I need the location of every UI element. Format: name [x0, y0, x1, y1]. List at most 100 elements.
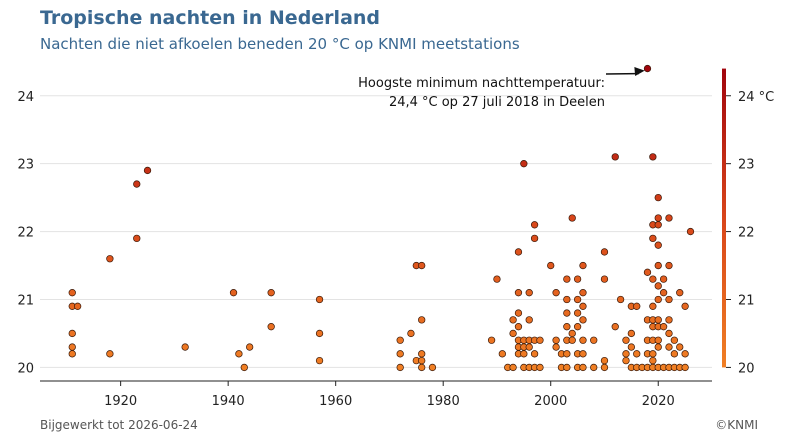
data-point: [654, 193, 662, 202]
data-point: [520, 350, 528, 358]
data-point: [552, 336, 560, 344]
data-point: [509, 363, 517, 372]
data-point: [579, 336, 587, 344]
data-point: [665, 316, 673, 324]
data-point: [622, 350, 630, 358]
colorbar-gradient: [722, 68, 726, 368]
data-point: [235, 350, 243, 358]
data-point: [530, 234, 539, 243]
data-point: [654, 336, 662, 344]
data-point: [229, 289, 238, 297]
data-point: [665, 214, 673, 222]
data-point: [396, 336, 404, 344]
data-point: [552, 289, 560, 297]
data-point: [633, 350, 641, 358]
data-point: [514, 248, 523, 256]
x-tick-label: 1940: [212, 394, 245, 409]
data-point: [106, 350, 114, 358]
data-point: [563, 309, 571, 317]
chart-subtitle: Nachten die niet afkoelen beneden 20 °C …: [40, 35, 520, 53]
data-point: [487, 336, 496, 344]
data-point: [143, 166, 152, 175]
x-tick-label: 1920: [104, 394, 137, 409]
data-point: [493, 275, 501, 283]
data-point: [525, 289, 533, 297]
data-point: [611, 153, 619, 161]
data-point: [68, 329, 76, 338]
data-point: [665, 343, 673, 351]
data-point: [579, 350, 587, 358]
data-point: [181, 343, 189, 351]
data-point: [659, 323, 668, 331]
data-point: [563, 363, 571, 372]
data-point: [573, 275, 582, 283]
y-tick-label: 20: [17, 361, 34, 376]
colorbar-tick-label: 22: [738, 226, 755, 241]
data-point: [670, 336, 679, 344]
data-point: [563, 350, 571, 358]
data-point: [418, 350, 426, 358]
data-point: [622, 336, 630, 344]
data-point: [681, 363, 689, 372]
copyright: ©KNMI: [715, 418, 758, 432]
data-point: [573, 323, 582, 331]
data-point: [622, 356, 630, 365]
data-point: [509, 329, 517, 338]
annotation-line-2: 24,4 °C op 27 juli 2018 in Deelen: [389, 95, 605, 110]
x-tick-label: 2000: [534, 394, 567, 409]
data-point: [133, 234, 141, 243]
annotation-line-1: Hoogste minimum nachttemperatuur:: [358, 76, 605, 91]
data-point: [665, 295, 673, 304]
data-point: [590, 336, 598, 344]
x-axis: 1920 1940 1960 1980 2000 2020: [40, 380, 712, 409]
data-point: [240, 363, 248, 372]
y-tick-label: 22: [17, 226, 34, 241]
data-point: [579, 363, 587, 372]
data-point: [579, 316, 587, 324]
data-point: [600, 363, 609, 372]
data-point: [600, 275, 609, 283]
data-point: [600, 356, 609, 365]
data-point: [418, 261, 426, 270]
data-point: [633, 302, 641, 310]
data-point: [315, 356, 324, 365]
data-point: [246, 343, 254, 351]
data-point: [530, 221, 539, 229]
x-tick-label: 1960: [319, 394, 352, 409]
data-point: [681, 350, 689, 358]
data-point: [552, 343, 560, 351]
data-point: [670, 350, 679, 358]
data-point: [525, 343, 533, 351]
data-point: [649, 350, 657, 358]
data-point: [654, 221, 662, 229]
data-point: [547, 261, 555, 270]
colorbar-tick-label: 24 °C: [738, 90, 774, 105]
data-point: [573, 295, 582, 304]
data-point: [665, 261, 673, 270]
x-tick-label: 2020: [642, 394, 675, 409]
data-point: [68, 350, 76, 358]
data-point: [579, 261, 587, 270]
chart-title: Tropische nachten in Nederland: [40, 7, 381, 29]
data-point: [568, 336, 576, 344]
x-tick-label: 1980: [427, 394, 460, 409]
data-point: [315, 295, 324, 304]
data-point: [315, 329, 324, 338]
data-point: [686, 227, 695, 236]
data-point: [514, 323, 523, 331]
data-point: [643, 64, 652, 73]
data-point: [643, 268, 652, 276]
data-point: [428, 363, 437, 372]
data-point: [514, 289, 523, 297]
data-point: [611, 323, 619, 331]
data-point: [627, 343, 636, 351]
data-point: [600, 248, 609, 256]
data-point: [654, 261, 662, 270]
data-point: [267, 323, 275, 331]
data-point: [665, 329, 673, 338]
data-point: [676, 289, 684, 297]
data-point: [654, 282, 662, 290]
data-point: [498, 350, 506, 358]
data-point: [267, 289, 275, 297]
data-point: [654, 241, 662, 249]
